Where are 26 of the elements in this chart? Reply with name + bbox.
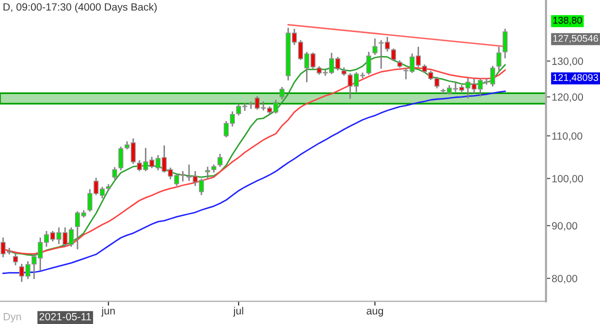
candlestick [372, 38, 378, 55]
candlestick [502, 28, 508, 58]
text: 127,50546 [553, 34, 598, 43]
candlestick [205, 166, 210, 180]
y-tick-label: 100,00 [552, 174, 584, 184]
y-tick-label: 80,00 [552, 274, 578, 284]
y-tick-label: 90,00 [552, 222, 578, 231]
y-tick-label: 110,00 [552, 132, 582, 141]
candlestick [118, 146, 124, 170]
candlestick [218, 154, 222, 167]
candlestick [13, 253, 18, 266]
x-tick-label: jul [233, 306, 244, 317]
candlestick [366, 52, 372, 75]
text: 138,80 [553, 16, 582, 25]
candlestick [391, 48, 396, 62]
text: 121,48093 [553, 74, 598, 82]
y-tick-label: 130,00 [552, 58, 584, 66]
x-tick-label: aug [366, 308, 383, 317]
text: Dyn [4, 313, 21, 322]
y-tick-label: 120,00 [552, 93, 584, 102]
text: 2021-05-11 [40, 312, 92, 320]
x-tick-label: jun [101, 306, 115, 317]
candlestick [280, 86, 284, 100]
chart-title: D, 09:00-17:30 (4000 Days Back) [4, 3, 157, 13]
candlestick [112, 167, 118, 180]
candlestick [496, 46, 502, 70]
